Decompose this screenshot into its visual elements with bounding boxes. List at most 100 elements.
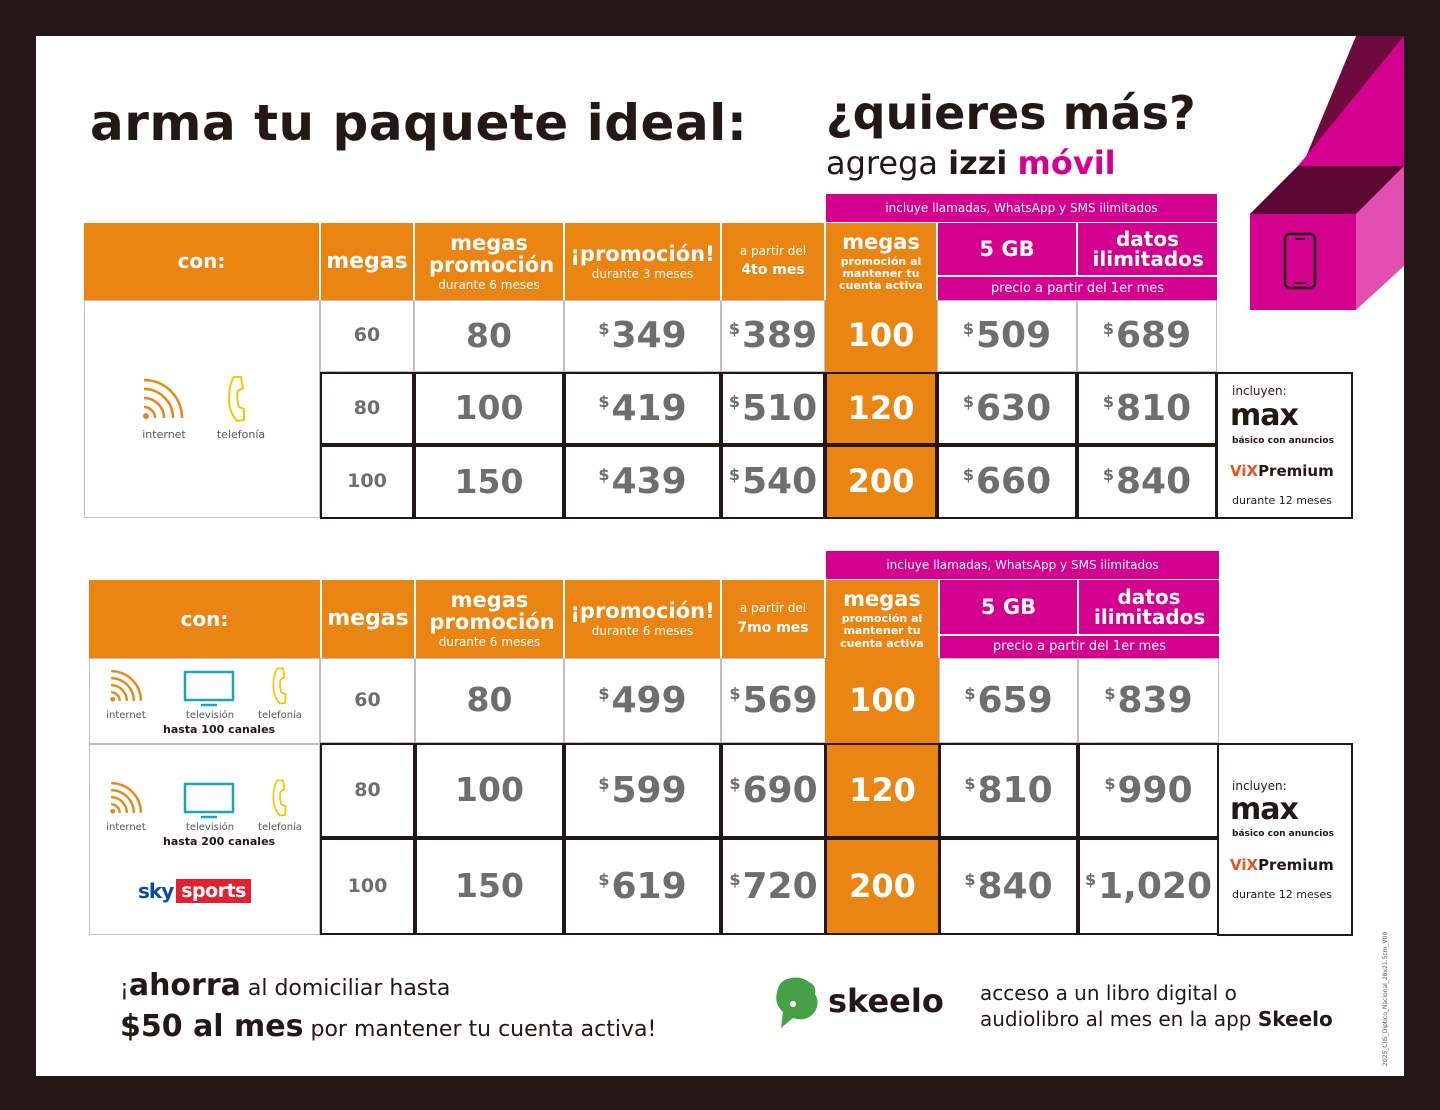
col-megas-promo: megas promoción durante 6 meses xyxy=(415,223,563,300)
ahorra-promo: ¡ahorra al domiciliar hasta $50 al mes p… xyxy=(120,966,656,1047)
megas-promo-label: megas promoción xyxy=(429,230,555,277)
included-duration: durante 12 meses xyxy=(1232,494,1332,507)
channels-200: hasta 200 canales xyxy=(163,835,276,848)
channels-100: hasta 100 canales xyxy=(163,723,276,736)
row-promo-price: $599 xyxy=(564,743,721,838)
row-megas: 100 xyxy=(320,445,414,519)
phone-box-graphic xyxy=(1250,36,1404,310)
col-datos: datos ilimitados xyxy=(1078,223,1217,275)
icon-label-internet: internet xyxy=(106,822,146,833)
promo-label: ¡promoción! xyxy=(570,241,715,266)
col-promo-2: ¡promoción! durante 6 meses xyxy=(565,580,720,658)
row-movil-megas: 100 xyxy=(825,300,937,372)
flyer: arma tu paquete ideal: ¿quieres más? agr… xyxy=(36,36,1404,1076)
movil-note-2: incluye llamadas, WhatsApp y SMS ilimita… xyxy=(826,551,1219,579)
row-ilim-price: $1,020 xyxy=(1078,838,1219,935)
col-promo: ¡promoción! durante 3 meses xyxy=(565,223,720,300)
row-promo-megas: 100 xyxy=(415,743,564,838)
row-movil-megas: 200 xyxy=(825,445,937,519)
row-movil-megas: 120 xyxy=(825,372,937,445)
mobile-phone-icon xyxy=(1283,232,1317,290)
izzi-brand: izzi xyxy=(948,144,1008,182)
row-5gb-price: $840 xyxy=(939,838,1078,935)
television-icon xyxy=(183,670,235,707)
row-megas: 60 xyxy=(320,300,414,372)
row-megas: 80 xyxy=(320,743,415,838)
package-100-canales xyxy=(89,658,320,744)
included-box-2 xyxy=(1217,743,1353,936)
promo-sub: durante 3 meses xyxy=(591,266,694,281)
more-subtitle: agrega izzi móvil xyxy=(826,144,1116,182)
row-ilim-price: $990 xyxy=(1078,743,1219,838)
megas-movil-label: megas xyxy=(842,229,920,254)
row-promo-megas: 80 xyxy=(415,658,564,743)
col-megas-movil-2: megas promoción al mantener tu cuenta ac… xyxy=(826,580,938,658)
row-promo-price: $499 xyxy=(564,658,721,743)
included-box xyxy=(1216,372,1353,519)
phone-handset-icon xyxy=(272,779,287,817)
row-movil-megas: 200 xyxy=(825,838,940,935)
row-ilim-price: $689 xyxy=(1077,300,1217,372)
row-movil-megas: 120 xyxy=(825,743,940,838)
icon-label-telefonia: telefonía xyxy=(258,710,302,721)
col-5gb-2: 5 GB xyxy=(940,580,1077,634)
wifi-icon xyxy=(143,378,184,419)
col-megas-movil: megas promoción al mantener tu cuenta ac… xyxy=(826,223,936,300)
row-promo-price: $419 xyxy=(564,372,721,445)
television-icon xyxy=(183,782,235,819)
row-after-price: $389 xyxy=(721,300,825,372)
col-a-partir: a partir del 4to mes xyxy=(722,223,824,300)
print-code: 2025_CIIS_Diptico_Nacional_28x21.5cm_V09 xyxy=(1382,931,1389,1066)
package-internet-telefonia xyxy=(84,300,320,518)
row-megas: 100 xyxy=(320,838,415,935)
row-after-price: $720 xyxy=(721,838,826,935)
col-5gb: 5 GB xyxy=(938,223,1076,275)
row-promo-price: $349 xyxy=(564,300,721,372)
page-title: arma tu paquete ideal: xyxy=(90,94,748,152)
phone-handset-icon xyxy=(272,667,287,705)
megas-promo-sub: durante 6 meses xyxy=(438,277,540,292)
row-promo-megas: 150 xyxy=(414,445,564,519)
ahorra-line-1: ¡ahorra al domiciliar hasta xyxy=(120,968,451,1003)
col-megas-2: megas xyxy=(322,580,414,658)
phone-handset-icon xyxy=(227,376,245,423)
col-megas: megas xyxy=(321,223,413,300)
max-logo: max xyxy=(1230,398,1299,433)
col-megas-promo-2: megas promoción durante 6 meses xyxy=(416,580,563,658)
included-label: incluyen: xyxy=(1232,384,1287,398)
icon-label-television: televisión xyxy=(185,710,235,721)
included-label-2: incluyen: xyxy=(1232,779,1287,793)
row-promo-megas: 80 xyxy=(414,300,564,372)
a-partir-label: a partir del xyxy=(739,243,807,258)
movil-note: incluye llamadas, WhatsApp y SMS ilimita… xyxy=(826,194,1217,222)
row-promo-price: $619 xyxy=(564,838,721,935)
row-movil-megas: 100 xyxy=(825,658,940,743)
icon-label-telefonia: telefonía xyxy=(258,822,302,833)
row-after-price: $690 xyxy=(721,743,826,838)
max-sub-2: básico con anuncios xyxy=(1232,829,1334,839)
icon-label-internet: internet xyxy=(142,428,186,441)
row-ilim-price: $839 xyxy=(1078,658,1219,743)
row-ilim-price: $840 xyxy=(1077,445,1217,519)
row-promo-megas: 100 xyxy=(414,372,564,445)
row-5gb-price: $509 xyxy=(937,300,1077,372)
more-title: ¿quieres más? xyxy=(826,86,1196,140)
skeelo-description: acceso a un libro digital o audiolibro a… xyxy=(980,981,1333,1031)
row-after-price: $569 xyxy=(721,658,826,743)
included-duration-2: durante 12 meses xyxy=(1232,888,1332,901)
row-5gb-price: $810 xyxy=(939,743,1078,838)
row-5gb-price: $630 xyxy=(937,372,1077,445)
row-after-price: $510 xyxy=(721,372,825,445)
wifi-icon xyxy=(110,669,143,702)
package-table-2: incluye llamadas, WhatsApp y SMS ilimita… xyxy=(36,36,1404,1076)
col-datos-2: datos ilimitados xyxy=(1079,580,1219,634)
megas-movil-sub: promoción al mantener tu cuenta activa xyxy=(839,254,923,293)
icon-label-internet: internet xyxy=(106,710,146,721)
col-a-partir-2: a partir del 7mo mes xyxy=(722,580,824,658)
row-5gb-price: $659 xyxy=(939,658,1078,743)
max-logo-2: max xyxy=(1230,792,1299,827)
icon-label-telefonia: telefonía xyxy=(216,428,266,441)
skeelo-leaf-icon xyxy=(776,977,818,1028)
row-megas: 60 xyxy=(320,658,415,743)
row-after-price: $540 xyxy=(721,445,825,519)
